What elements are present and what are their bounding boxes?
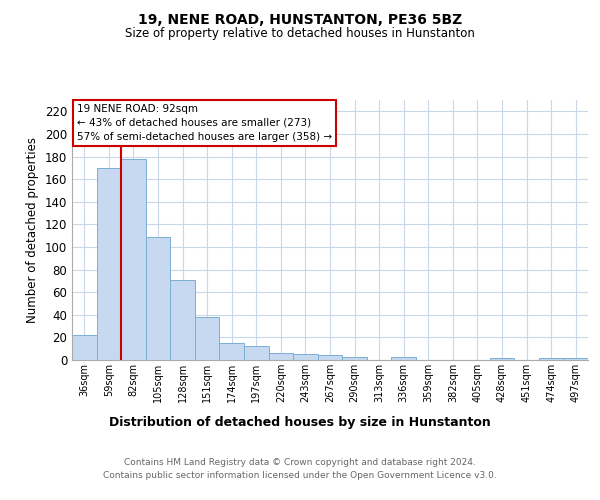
Bar (293, 354, 318, 360)
Bar (391, 356, 416, 360)
Bar (220, 343, 244, 360)
Text: 19, NENE ROAD, HUNSTANTON, PE36 5BZ: 19, NENE ROAD, HUNSTANTON, PE36 5BZ (138, 12, 462, 26)
Bar (170, 280, 195, 360)
Bar (318, 356, 342, 360)
Text: Distribution of detached houses by size in Hunstanton: Distribution of detached houses by size … (109, 416, 491, 429)
Bar (195, 317, 220, 360)
Bar (244, 346, 269, 360)
Bar (97, 168, 121, 360)
Bar (342, 356, 367, 360)
Y-axis label: Number of detached properties: Number of detached properties (26, 137, 39, 323)
Text: Size of property relative to detached houses in Hunstanton: Size of property relative to detached ho… (125, 28, 475, 40)
Text: Contains HM Land Registry data © Crown copyright and database right 2024.: Contains HM Land Registry data © Crown c… (124, 458, 476, 467)
Bar (490, 358, 514, 360)
Bar (146, 237, 170, 360)
Text: Contains public sector information licensed under the Open Government Licence v3: Contains public sector information licen… (103, 472, 497, 480)
Bar (121, 159, 146, 360)
Text: 19 NENE ROAD: 92sqm
← 43% of detached houses are smaller (273)
57% of semi-detac: 19 NENE ROAD: 92sqm ← 43% of detached ho… (77, 104, 332, 142)
Bar (563, 358, 588, 360)
Bar (269, 353, 293, 360)
Bar (72, 335, 97, 360)
Bar (539, 358, 563, 360)
